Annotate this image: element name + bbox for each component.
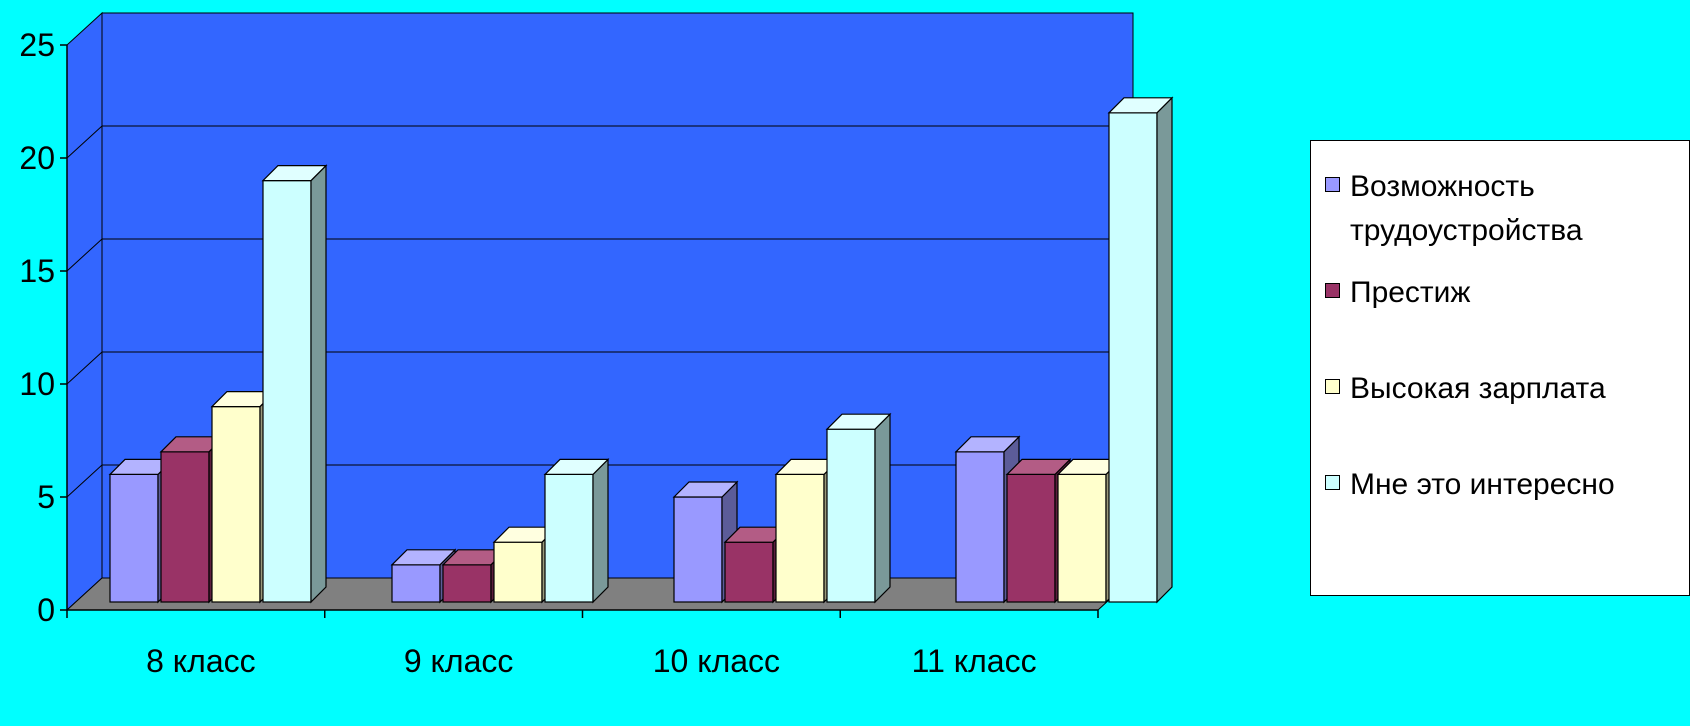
legend-swatch-0 (1325, 177, 1340, 192)
gridline-2 (66, 351, 1133, 385)
x-tick-label-2: 10 класс (653, 643, 780, 679)
bar-front (826, 428, 876, 603)
legend-item-3: Мне это интересно (1325, 463, 1675, 507)
bar-front (391, 564, 441, 603)
y-tick-label-1: 5 (37, 479, 55, 515)
bar-front (493, 541, 543, 603)
bar-0-3 (261, 164, 328, 604)
y-tick-label-0: 0 (37, 592, 55, 628)
bar-front (211, 406, 261, 603)
x-tick-label-0: 8 класс (146, 643, 256, 679)
bar-side (874, 412, 891, 604)
y-tick-label-4: 20 (19, 140, 55, 176)
legend-swatch-2 (1325, 379, 1340, 394)
bar-front (724, 541, 774, 603)
bar-2-3 (825, 412, 892, 604)
bar-front (1057, 473, 1107, 603)
bar-front (1006, 473, 1056, 603)
x-tick-labels: 8 класс 9 класс 10 класс 11 класс (146, 643, 1036, 679)
bar-1-3 (543, 457, 610, 604)
legend-item-0: Возможность трудоустройства (1325, 165, 1675, 253)
legend-swatch-1 (1325, 283, 1340, 298)
y-tick-label-2: 10 (19, 366, 55, 402)
bar-top (954, 436, 1021, 453)
y-tick-label-5: 25 (19, 27, 55, 63)
bar-top (261, 165, 328, 182)
legend: Возможность трудоустройства Престиж Высо… (1310, 140, 1690, 596)
legend-label-0: Возможность трудоустройства (1350, 170, 1583, 247)
legend-label-1: Престиж (1350, 276, 1471, 309)
legend-label-2: Высокая зарплата (1350, 372, 1606, 405)
bar-front (442, 564, 492, 603)
axes (60, 44, 1099, 618)
bar-front (109, 473, 159, 603)
x-tick-label-3: 11 класс (912, 643, 1037, 679)
legend-label-3: Мне это интересно (1350, 468, 1615, 501)
bar-front (1108, 112, 1158, 603)
legend-item-1: Престиж (1325, 271, 1675, 315)
bar-top (1005, 458, 1072, 475)
legend-swatch-3 (1325, 475, 1340, 490)
bar-side (310, 164, 327, 604)
bar-top (825, 413, 892, 430)
bar-front (262, 180, 312, 603)
x-tick-label-1: 9 класс (404, 643, 514, 679)
bar-top (543, 458, 610, 475)
bar-front (775, 473, 825, 603)
bar-side (592, 457, 609, 604)
side-wall (66, 11, 103, 612)
bar-top (672, 481, 739, 498)
bar-front (673, 496, 723, 603)
bar-3-3 (1107, 96, 1174, 604)
y-tick-labels: 0 5 10 15 20 25 (19, 27, 55, 628)
bar-top (390, 549, 457, 566)
gridline-3 (66, 238, 1133, 272)
bars (108, 96, 1174, 604)
y-tick-label-3: 15 (19, 253, 55, 289)
legend-item-2: Высокая зарплата (1325, 367, 1675, 411)
gridline-4 (66, 125, 1133, 159)
bar-front (544, 473, 594, 603)
bar-side (1156, 96, 1173, 604)
bar-front (160, 451, 210, 603)
bar-front (955, 451, 1005, 603)
bar-top (1107, 97, 1174, 114)
